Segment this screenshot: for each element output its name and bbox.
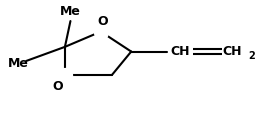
Text: Me: Me bbox=[60, 4, 81, 18]
Text: CH: CH bbox=[222, 45, 242, 58]
Text: Me: Me bbox=[8, 57, 28, 70]
Text: O: O bbox=[97, 15, 107, 28]
Text: CH: CH bbox=[170, 45, 189, 58]
Text: O: O bbox=[53, 80, 63, 93]
Text: 2: 2 bbox=[249, 51, 255, 61]
